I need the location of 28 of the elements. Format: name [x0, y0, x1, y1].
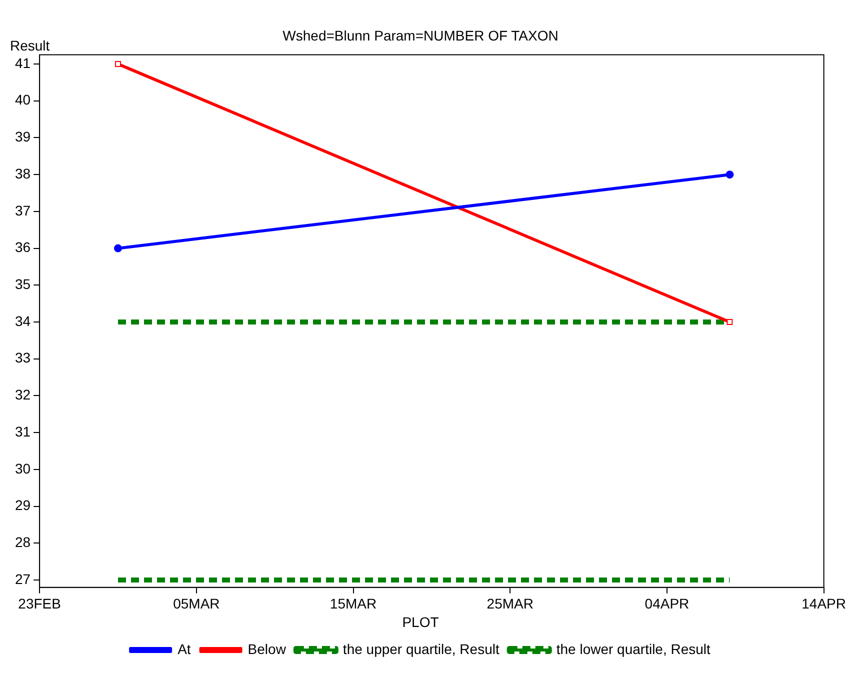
y-tick-label: 32 [14, 386, 31, 403]
y-axis-title: Result [10, 38, 50, 54]
y-tick-label: 34 [14, 312, 31, 329]
y-tick-label: 38 [14, 165, 31, 182]
y-tick-label: 31 [14, 423, 31, 440]
y-tick-label: 29 [14, 497, 31, 514]
y-tick-label: 35 [14, 276, 31, 292]
legend-label: Below [248, 640, 287, 657]
y-tick-label: 33 [14, 350, 31, 366]
legend-label: At [178, 640, 191, 657]
x-tick-label: 05MAR [173, 596, 220, 612]
y-tick-label: 39 [14, 128, 31, 145]
legend-label: the lower quartile, Result [556, 640, 711, 657]
chart-title: Wshed=Blunn Param=NUMBER OF TAXON [282, 27, 558, 44]
y-tick-label: 41 [14, 54, 31, 71]
y-tick-label: 27 [14, 570, 31, 587]
y-tick-label: 30 [14, 460, 31, 476]
legend-label: the upper quartile, Result [342, 640, 500, 657]
y-tick-label: 40 [14, 92, 31, 108]
x-tick-label: 25MAR [486, 596, 534, 612]
x-tick-label: 04APR [644, 596, 690, 612]
x-tick-label: 15MAR [330, 596, 377, 612]
x-tick-label: 23FEB [18, 596, 61, 612]
y-tick-label: 36 [14, 239, 31, 256]
legend-title: PLOT [402, 614, 440, 630]
y-tick-label: 37 [14, 202, 31, 218]
x-tick-label: 14APR [802, 596, 846, 612]
y-tick-label: 28 [14, 534, 31, 550]
